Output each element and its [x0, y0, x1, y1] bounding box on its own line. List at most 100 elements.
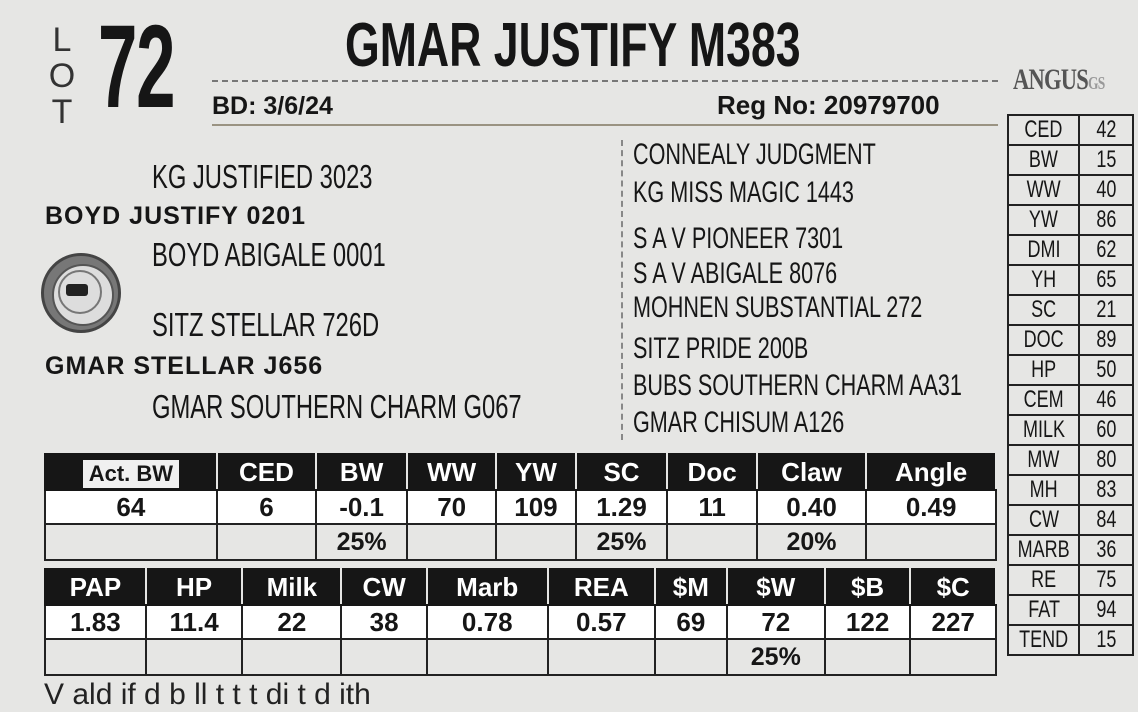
epd-header: Claw: [755, 453, 868, 491]
percentile-trait: FAT: [1006, 594, 1081, 626]
epd-value: -0.1: [315, 489, 409, 525]
percentile-value: 15: [1078, 144, 1135, 176]
epd-percentile: [340, 638, 428, 676]
epd-value: 0.40: [755, 489, 868, 525]
pedigree-sire-sire: KG JUSTIFIED 3023: [152, 158, 373, 195]
pedigree-sire-dam: BOYD ABIGALE 0001: [152, 236, 386, 273]
percentile-value-text: 89: [1096, 326, 1117, 353]
epd-percentile: [865, 523, 997, 561]
percentile-trait-label: MW: [1027, 446, 1060, 473]
percentile-trait-label: CEM: [1023, 386, 1064, 413]
percentile-trait: HP: [1006, 354, 1081, 386]
pedigree-right-item: SITZ PRIDE 200B: [633, 332, 809, 365]
epd-table-2: PAP HP Milk CW Marb REA $M $W $B $C 1.83 11.4 22 38 0.…: [44, 568, 997, 676]
percentile-trait: DOC: [1006, 324, 1081, 356]
epd-value: 72: [725, 604, 826, 640]
percentile-trait: MH: [1006, 474, 1081, 506]
percentile-row: HP 50: [1006, 354, 1135, 386]
epd-percentile: [546, 638, 656, 676]
epd-percentile: [241, 638, 343, 676]
epd-percentile: [425, 638, 549, 676]
percentile-row: FAT 94: [1006, 594, 1135, 626]
epd-percentile: [909, 638, 997, 676]
percentile-row: MILK 60: [1006, 414, 1135, 446]
epd-header: CED: [215, 453, 318, 491]
percentile-trait: WW: [1006, 174, 1081, 206]
percentile-trait: TEND: [1006, 624, 1081, 656]
epd-header: $B: [823, 568, 912, 606]
logo-word: ANGUSGS: [1013, 63, 1105, 97]
pedigree-sire: BOYD JUSTIFY 0201: [45, 202, 307, 230]
percentile-value-text: 36: [1096, 536, 1117, 563]
percentile-trait-label: BW: [1029, 146, 1059, 173]
pedigree-right-item: KG MISS MAGIC 1443: [633, 176, 854, 209]
percentile-value: 80: [1078, 444, 1135, 476]
percentile-value: 65: [1078, 264, 1135, 296]
epd-value: 22: [241, 604, 343, 640]
percentile-value: 86: [1078, 204, 1135, 236]
percentile-value-text: 86: [1096, 206, 1117, 233]
bd-value: 3/6/24: [263, 92, 333, 120]
epd-header: YW: [495, 453, 577, 491]
epd-header: Marb: [425, 568, 549, 606]
percentile-row: MH 83: [1006, 474, 1135, 506]
percentile-trait-label: RE: [1031, 566, 1057, 593]
percentile-trait: BW: [1006, 144, 1081, 176]
percentile-row: MW 80: [1006, 444, 1135, 476]
percentile-row: CED 42: [1006, 114, 1135, 146]
percentile-value-text: 60: [1096, 416, 1117, 443]
epd-value: 0.49: [865, 489, 997, 525]
pedigree-right-item: GMAR CHISUM A126: [633, 406, 845, 439]
percentile-trait-label: FAT: [1027, 596, 1060, 623]
lot-letter: O: [48, 57, 76, 95]
percentile-trait-label: MH: [1029, 476, 1058, 503]
epd-percentile: [495, 523, 577, 561]
percentile-trait: RE: [1006, 564, 1081, 596]
epd-value: 0.78: [425, 604, 549, 640]
percentile-table: CED 42 BW 15 WW 40 YW 86 DMI 62 YH 65 SC 21 DOC 89 HP 50 C…: [1006, 114, 1135, 656]
reg-value: 20979700: [823, 90, 940, 120]
epd-header: $W: [725, 568, 826, 606]
lot-number: 72: [98, 1, 176, 133]
percentile-trait-label: CED: [1024, 116, 1063, 143]
epd-value: 109: [495, 489, 577, 525]
percentile-row: WW 40: [1006, 174, 1135, 206]
epd-value: 64: [44, 489, 218, 525]
percentile-value-text: 46: [1096, 386, 1117, 413]
epd-header: Milk: [241, 568, 343, 606]
percentile-value-text: 62: [1096, 236, 1117, 263]
lot-letter: T: [51, 93, 73, 131]
birth-date: BD: 3/6/24: [212, 92, 333, 121]
percentile-value-text: 83: [1096, 476, 1117, 503]
epd-percentile: [44, 523, 218, 561]
epd-value: 1.83: [44, 604, 147, 640]
percentile-trait-label: DMI: [1027, 236, 1061, 263]
epd-header: WW: [406, 453, 498, 491]
epd-percentile: [44, 638, 147, 676]
percentile-value-text: 21: [1096, 296, 1117, 323]
epd-value: 6: [215, 489, 318, 525]
percentile-value-text: 42: [1096, 116, 1117, 143]
percentile-value-text: 40: [1096, 176, 1117, 203]
epd-header: Angle: [865, 453, 997, 491]
pedigree-right-item: MOHNEN SUBSTANTIAL 272: [633, 291, 923, 324]
epd-value: 11: [666, 489, 758, 525]
epd-header: HP: [144, 568, 244, 606]
percentile-row: SC 21: [1006, 294, 1135, 326]
epd-header: REA: [546, 568, 656, 606]
epd-value: 11.4: [144, 604, 244, 640]
percentile-trait: MARB: [1006, 534, 1081, 566]
percentile-trait-label: MILK: [1022, 416, 1065, 443]
percentile-value: 75: [1078, 564, 1135, 596]
percentile-value-text: 50: [1096, 356, 1117, 383]
percentile-value: 50: [1078, 354, 1135, 386]
percentile-trait-label: YW: [1029, 206, 1059, 233]
percentile-row: YW 86: [1006, 204, 1135, 236]
percentile-trait: CW: [1006, 504, 1081, 536]
percentile-value-text: 15: [1096, 626, 1117, 653]
pedigree-dam: GMAR STELLAR J656: [45, 352, 324, 380]
percentile-value: 42: [1078, 114, 1135, 146]
percentile-trait: YH: [1006, 264, 1081, 296]
percentile-trait: CEM: [1006, 384, 1081, 416]
percentile-row: CEM 46: [1006, 384, 1135, 416]
